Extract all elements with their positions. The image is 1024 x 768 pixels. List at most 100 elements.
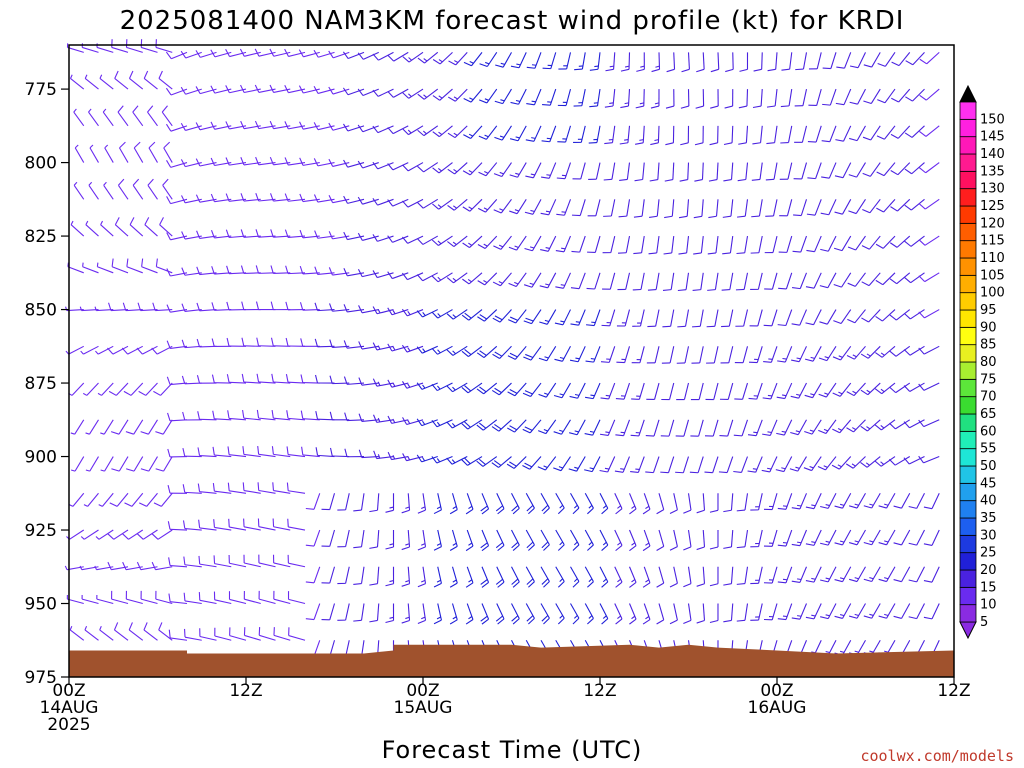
wind-barb	[432, 198, 453, 210]
wind-barb	[199, 628, 217, 641]
wind-barb	[893, 603, 911, 619]
wind-barb	[357, 160, 379, 169]
wind-barb	[478, 125, 498, 140]
wind-barb	[648, 235, 660, 255]
wind-barb	[479, 52, 498, 68]
wind-barb	[495, 566, 505, 588]
wind-barb	[143, 70, 158, 90]
wind-barb	[690, 419, 704, 437]
wind-barb	[447, 198, 468, 211]
wind-barb	[213, 519, 232, 531]
wind-barb	[387, 343, 409, 352]
wind-barb	[144, 217, 158, 237]
wind-barb	[891, 52, 911, 67]
wind-barb	[676, 382, 690, 401]
wind-barb	[495, 529, 505, 552]
wind-barb	[835, 125, 852, 142]
wind-barb	[904, 272, 925, 284]
wind-barb	[696, 52, 705, 73]
wind-barb	[599, 493, 609, 515]
wind-barb	[571, 199, 586, 217]
wind-barb	[243, 590, 261, 605]
wind-barb	[372, 234, 394, 242]
wind-barb	[510, 88, 527, 105]
wind-barb	[491, 419, 512, 432]
wind-barb	[863, 603, 881, 619]
wind-barb	[893, 566, 911, 583]
wind-barb	[863, 88, 881, 105]
wind-barb	[747, 419, 763, 437]
wind-barb	[706, 309, 719, 328]
wind-barb	[168, 557, 188, 568]
wind-barb	[569, 419, 586, 436]
wind-barb	[555, 235, 572, 253]
wind-barb	[401, 381, 424, 389]
wind-barb	[104, 144, 114, 163]
colorbar-segment	[959, 240, 977, 259]
wind-barb	[416, 418, 438, 427]
wind-barb	[165, 123, 188, 132]
wind-barb	[834, 199, 852, 215]
wind-barb	[675, 419, 690, 437]
wind-barb	[736, 529, 749, 549]
wind-barb	[136, 345, 158, 355]
wind-barb	[241, 373, 261, 384]
wind-barb	[168, 593, 188, 605]
wind-barb	[707, 236, 719, 255]
wind-barb	[807, 162, 822, 180]
wind-barb	[243, 554, 261, 568]
wind-barb	[635, 125, 645, 145]
wind-barb	[372, 342, 394, 351]
x-tick-label: 12Z	[229, 681, 262, 701]
wind-barb	[805, 309, 822, 326]
wind-barb	[480, 529, 490, 552]
wind-barb	[522, 456, 542, 470]
wind-barb	[767, 52, 778, 72]
wind-barb	[321, 603, 336, 621]
wind-barb	[775, 456, 793, 473]
wind-barb	[182, 484, 202, 494]
wind-barb	[805, 566, 822, 583]
wind-barb	[890, 125, 911, 139]
wind-barb	[433, 603, 442, 625]
wind-barb	[133, 141, 144, 163]
colorbar-label: 85	[980, 338, 997, 353]
wind-barb	[691, 346, 704, 364]
wind-barb	[555, 493, 565, 515]
wind-barb	[447, 235, 468, 247]
wind-barb	[680, 125, 690, 146]
wind-barb	[446, 309, 468, 320]
wind-barb	[555, 529, 565, 551]
wind-barb	[628, 529, 637, 552]
wind-barb	[198, 519, 217, 531]
wind-barb	[448, 51, 468, 66]
wind-barb	[832, 419, 852, 434]
wind-barb	[876, 162, 896, 177]
wind-barb	[708, 162, 719, 182]
wind-barb	[417, 51, 439, 64]
barbs-layer	[64, 39, 940, 662]
wind-barb	[777, 309, 793, 327]
colorbar-label: 40	[980, 494, 997, 509]
wind-barb	[849, 52, 866, 69]
wind-barb	[523, 345, 542, 361]
wind-barb	[752, 125, 763, 145]
wind-barb	[874, 419, 896, 431]
wind-barb	[863, 493, 881, 509]
wind-barb	[862, 198, 881, 214]
wind-barb	[462, 162, 483, 176]
colorbar-segment	[959, 309, 977, 328]
wind-barb	[634, 162, 645, 182]
wind-barb	[431, 272, 453, 283]
wind-barb	[820, 529, 837, 546]
wind-barb	[614, 493, 623, 515]
wind-barb	[158, 70, 173, 90]
wind-barb	[480, 603, 490, 625]
wind-barb	[762, 419, 778, 436]
wind-barb	[227, 410, 247, 421]
wind-barb	[780, 89, 793, 108]
wind-barb	[510, 52, 527, 69]
wind-barb	[538, 382, 557, 398]
wind-barb	[692, 272, 704, 292]
wind-barb	[633, 235, 645, 255]
